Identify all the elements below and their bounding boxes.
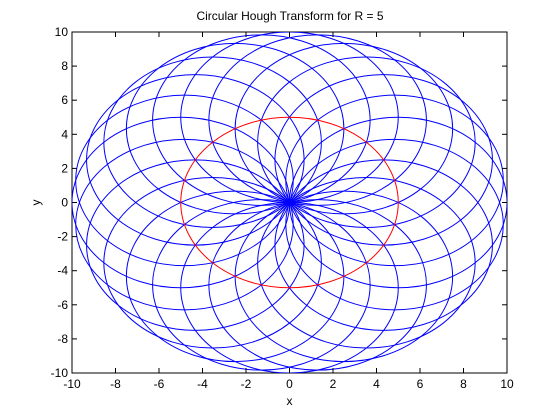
x-tick-label: -4 — [197, 377, 208, 391]
y-axis-label: y — [29, 200, 43, 206]
y-tick-label: -10 — [51, 366, 69, 380]
y-tick-label: -8 — [57, 332, 68, 346]
y-tick-label: 2 — [61, 161, 68, 175]
y-tick-label: -4 — [57, 264, 68, 278]
y-tick-label: -2 — [57, 230, 68, 244]
y-tick-label: 4 — [61, 127, 68, 141]
x-tick-label: 8 — [460, 377, 467, 391]
x-tick-label: 6 — [417, 377, 424, 391]
x-tick-label: 2 — [330, 377, 337, 391]
y-tick-label: -6 — [57, 298, 68, 312]
x-tick-label: -2 — [241, 377, 252, 391]
x-tick-label: 0 — [286, 377, 293, 391]
x-tick-label: -6 — [154, 377, 165, 391]
y-tick-label: 6 — [61, 93, 68, 107]
y-tick-label: 8 — [61, 59, 68, 73]
x-axis-label: x — [287, 394, 293, 408]
y-tick-label: 10 — [55, 25, 69, 39]
x-tick-label: 4 — [373, 377, 380, 391]
y-tick-label: 0 — [61, 196, 68, 210]
x-tick-label: -8 — [110, 377, 121, 391]
x-tick-label: 10 — [500, 377, 514, 391]
chart-title: Circular Hough Transform for R = 5 — [196, 9, 383, 23]
